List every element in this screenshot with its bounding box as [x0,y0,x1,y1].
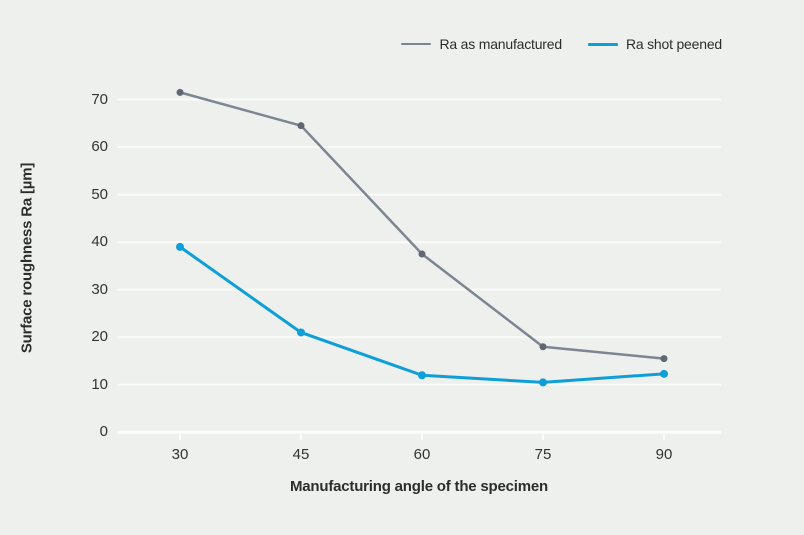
x-tick-label: 60 [413,446,431,463]
chart-legend: Ra as manufactured Ra shot peened [401,36,722,52]
x-tick-label: 90 [655,446,673,463]
x-tick-label: 30 [171,446,189,463]
data-point [297,328,305,337]
data-point [660,369,668,378]
data-point [176,88,184,96]
y-tick-label: 60 [91,138,108,156]
y-tick-label: 10 [91,375,108,393]
data-point [418,250,426,258]
legend-line-swatch-gray [401,42,432,46]
data-point [176,242,184,251]
legend-line-swatch-blue [587,42,618,46]
y-tick-label: 30 [91,280,108,298]
legend-item-shot-peened: Ra shot peened [587,36,722,52]
y-tick-label: 20 [91,328,108,346]
data-point [297,122,305,130]
data-point [539,343,547,351]
legend-label-shot-peened: Ra shot peened [625,36,722,52]
y-tick-label: 40 [91,233,108,251]
data-point [660,355,668,363]
series-line-as-manufactured [179,91,665,360]
x-tick-label: 75 [534,446,552,463]
y-tick-label: 0 [99,423,108,441]
data-point [539,378,547,387]
y-tick-label: 50 [91,185,108,203]
data-point [418,371,426,380]
series-line-shot-peened [179,245,665,384]
legend-item-as-manufactured: Ra as manufactured [401,36,562,52]
x-axis-title: Manufacturing angle of the specimen [289,478,549,495]
y-tick-label: 70 [91,90,108,108]
legend-label-as-manufactured: Ra as manufactured [439,36,562,52]
x-tick-label: 45 [292,446,310,463]
